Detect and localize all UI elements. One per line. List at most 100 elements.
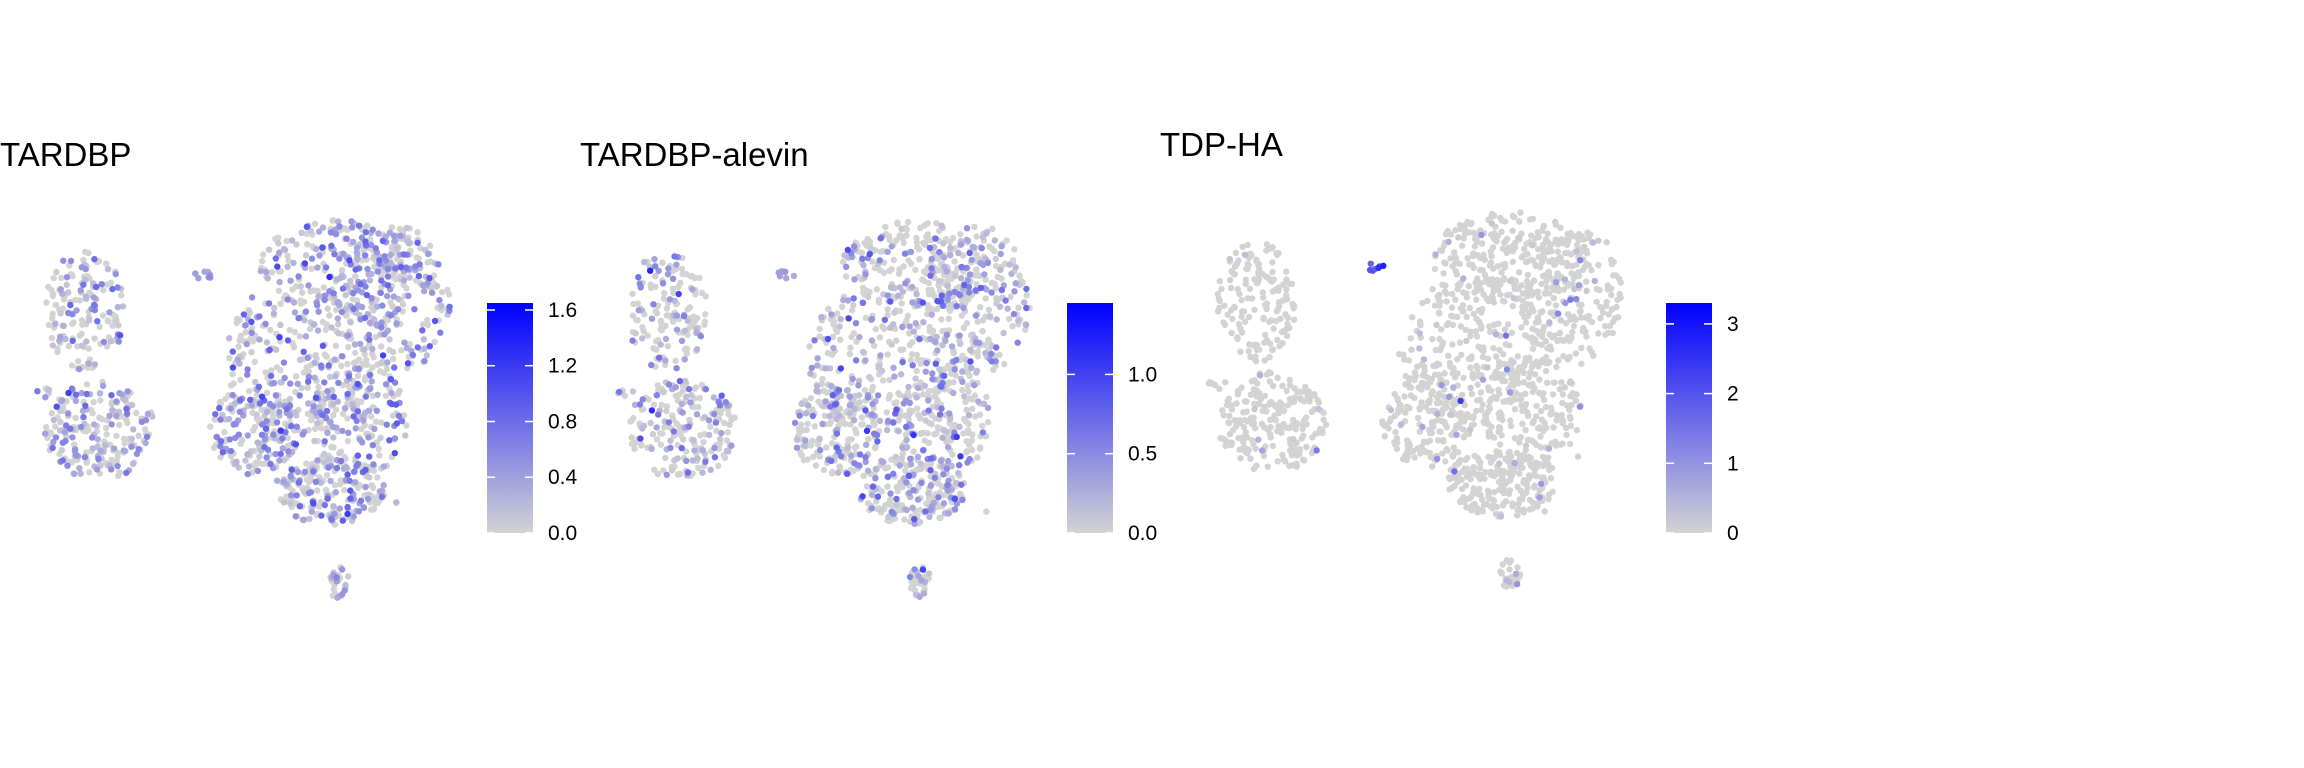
umap-point (351, 341, 359, 348)
umap-point (796, 412, 803, 419)
umap-point (56, 407, 64, 415)
umap-point (290, 259, 297, 267)
umap-point (936, 411, 944, 418)
umap-point (826, 403, 834, 410)
umap-point (943, 465, 951, 472)
umap-point (1468, 390, 1476, 398)
umap-point (230, 380, 237, 387)
umap-point (908, 351, 916, 358)
umap-point (391, 364, 398, 371)
umap-point (262, 425, 270, 432)
umap-point (859, 299, 866, 306)
umap-point (921, 277, 928, 285)
umap-point (82, 402, 89, 409)
umap-point (662, 335, 670, 343)
umap-point (1539, 330, 1546, 337)
umap-point (961, 281, 968, 289)
umap-point (869, 483, 877, 490)
umap-point (982, 295, 989, 302)
umap-point (664, 343, 671, 350)
umap-point (103, 343, 111, 350)
umap-point (864, 394, 872, 401)
umap-point (75, 358, 82, 365)
umap-point (424, 279, 431, 287)
umap-point (368, 378, 375, 385)
umap-point (1452, 425, 1460, 432)
umap-point (700, 439, 707, 446)
umap-point (1006, 315, 1013, 323)
umap-point (310, 468, 317, 475)
umap-point (311, 437, 318, 445)
umap-point (437, 329, 444, 336)
umap-point (369, 226, 376, 233)
umap-point (1588, 349, 1596, 356)
umap-point (931, 474, 938, 482)
umap-point (243, 340, 250, 348)
umap-point (1583, 333, 1590, 340)
umap-point (937, 514, 944, 522)
umap-point (965, 388, 972, 395)
umap-point (1023, 285, 1030, 293)
umap-point (1466, 495, 1473, 502)
umap-point (862, 407, 869, 414)
umap-point (1556, 385, 1564, 393)
umap-point (650, 401, 658, 408)
umap-point (307, 417, 315, 424)
umap-point (974, 454, 981, 461)
umap-point (1582, 314, 1589, 321)
umap-point (895, 270, 903, 277)
umap-point (318, 425, 325, 432)
umap-point (1294, 420, 1302, 427)
umap-point (960, 430, 967, 437)
umap-point (1509, 212, 1517, 220)
umap-point (664, 271, 672, 278)
umap-point (1535, 233, 1542, 241)
umap-point (628, 434, 635, 441)
umap-point (379, 302, 386, 309)
umap-point (1250, 414, 1257, 421)
umap-point (338, 267, 346, 274)
umap-point (293, 241, 300, 248)
umap-point (912, 266, 919, 273)
umap-point (67, 257, 75, 265)
umap-point (363, 361, 371, 368)
umap-point (1570, 322, 1578, 330)
umap-point (1520, 379, 1528, 386)
umap-point (963, 225, 971, 232)
umap-point (705, 417, 713, 424)
umap-point (387, 312, 394, 319)
umap-point (244, 432, 251, 439)
umap-point (820, 403, 827, 410)
umap-point (52, 434, 60, 441)
umap-points (614, 218, 1033, 600)
umap-point (362, 238, 369, 245)
umap-point (1500, 274, 1508, 282)
umap-point (248, 349, 255, 356)
umap-point (1478, 406, 1485, 414)
umap-point (971, 223, 978, 231)
umap-point (1260, 315, 1267, 323)
umap-point (403, 264, 410, 271)
umap-point (355, 508, 362, 515)
umap-point (288, 422, 295, 430)
umap-point (275, 240, 282, 247)
umap-point (1545, 300, 1552, 307)
umap-point (1268, 317, 1275, 324)
umap-point (1510, 382, 1517, 389)
umap-point (874, 392, 882, 399)
umap-point (1267, 416, 1274, 423)
umap-point (941, 372, 948, 379)
umap-point (1245, 313, 1253, 321)
umap-point (1247, 391, 1255, 398)
umap-point (1547, 475, 1555, 482)
umap-point (1424, 383, 1431, 391)
umap-point (1495, 410, 1502, 417)
umap-point (1554, 248, 1562, 255)
umap-point (1393, 445, 1401, 453)
umap-point (1610, 258, 1617, 266)
umap-point (1496, 441, 1504, 448)
umap-point (363, 291, 371, 299)
umap-point (950, 379, 957, 386)
umap-point (1473, 296, 1480, 303)
umap-point (834, 310, 841, 317)
